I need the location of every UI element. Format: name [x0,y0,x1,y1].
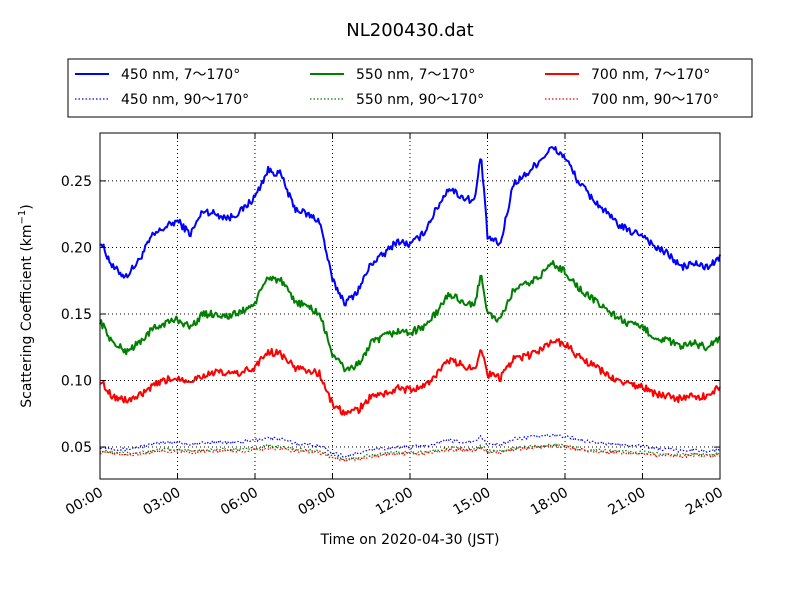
legend-label: 700 nm, 7～170° [591,67,710,83]
x-tick-label: 18:00 [528,485,571,519]
grid [100,133,720,479]
legend-label: 450 nm, 7～170° [121,67,240,83]
legend-label: 550 nm, 7～170° [356,67,475,83]
y-tick-label: 0.10 [61,374,92,390]
legend-label: 450 nm, 90～170° [121,92,249,108]
y-tick-label: 0.15 [61,307,92,323]
y-tick-label: 0.25 [61,174,92,190]
y-axis-label-close: ) [19,204,35,209]
series-line [99,146,721,307]
series-line [99,444,721,462]
series-line [99,260,721,373]
x-axis-label: Time on 2020-04-30 (JST) [320,532,500,548]
x-tick-label: 03:00 [141,485,184,519]
x-tick-label: 21:00 [606,485,649,519]
x-tick-label: 00:00 [63,485,106,519]
chart-title: NL200430.dat [346,20,473,41]
legend-frame [67,58,753,118]
y-tick-label: 0.20 [61,240,92,256]
x-tick-label: 24:00 [683,485,726,519]
x-tick-label: 06:00 [218,485,261,519]
x-tick-label: 15:00 [451,485,494,519]
x-tick-label: 12:00 [373,485,416,519]
y-tick-label: 0.05 [61,440,92,456]
legend-label: 700 nm, 90～170° [591,92,719,108]
series-line [99,338,721,416]
legend-label: 550 nm, 90～170° [356,92,484,108]
x-tick-label: 09:00 [296,485,339,519]
plot-series [99,146,721,462]
y-axis-label-exponent: −1 [17,210,28,225]
y-axis-label: Scattering Coefficient (km−1) [17,204,35,408]
legend: 450 nm, 7～170° 550 nm, 7～170° 700 nm, 7～17… [67,58,753,118]
y-axis-label-main: Scattering Coefficient (km [19,224,35,407]
